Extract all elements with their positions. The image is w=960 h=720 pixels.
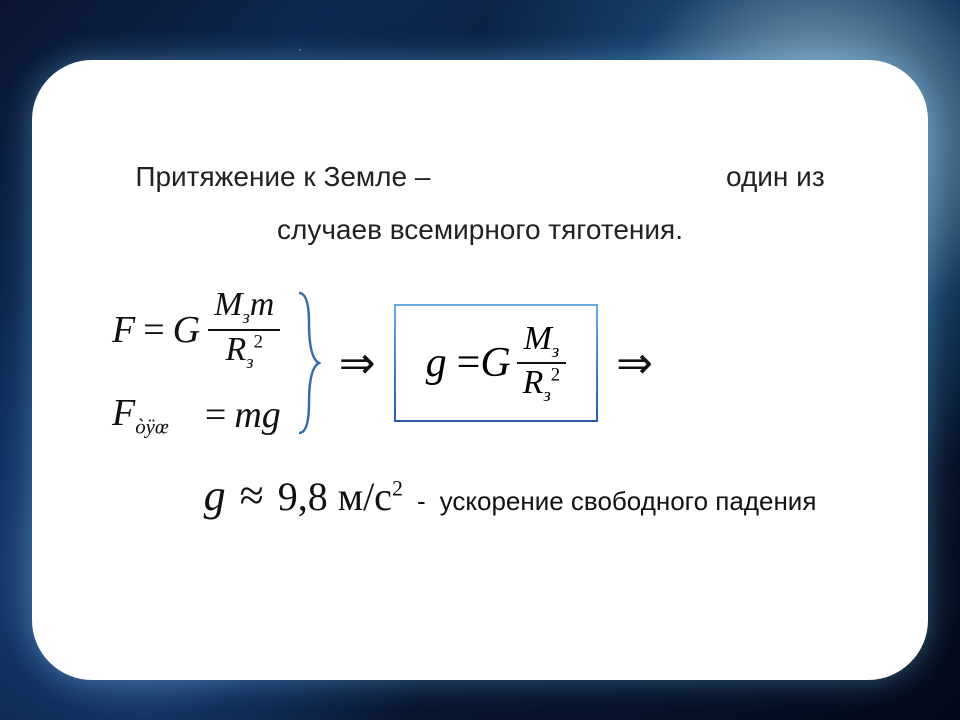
- box-num: Mз: [518, 320, 566, 362]
- eq1-M: M: [214, 286, 242, 323]
- intro-part2: один из: [726, 161, 825, 192]
- result-value: 9,8: [278, 474, 328, 519]
- eq1-R: R: [225, 331, 246, 368]
- result-label: ускорение свободного падения: [440, 486, 817, 517]
- equation-gravity: F = G Mзm Rз2: [112, 286, 281, 373]
- eq2-eq: =: [205, 393, 226, 437]
- box-Msub: з: [552, 340, 559, 361]
- eq2-F: F: [112, 392, 135, 434]
- arrow-2: ⇒: [608, 338, 661, 389]
- box-lhs: g: [426, 339, 447, 387]
- eq2-Fsub: òÿœ: [135, 415, 169, 439]
- eq1-denominator: Rз2: [219, 331, 268, 373]
- eq1-G: G: [173, 308, 200, 352]
- equation-weight: Fòÿœ = mg: [112, 391, 281, 440]
- left-equations: F = G Mзm Rз2 Fòÿœ =: [112, 286, 281, 439]
- eq1-m: m: [250, 286, 275, 323]
- intro-text: Притяжение к Земле – один из случаев все…: [82, 150, 878, 256]
- eq1-numerator: Mзm: [208, 286, 280, 328]
- boxed-equation: g = G Mз Rз2: [394, 304, 598, 423]
- result-line: g ≈ 9,8 м/с2 - ускорение свободного паде…: [142, 470, 878, 521]
- eq1-Rsub: з: [246, 352, 253, 373]
- result-approx: ≈: [240, 470, 264, 521]
- result-g: g: [204, 470, 226, 521]
- result-unit-exp: 2: [392, 475, 403, 500]
- eq1-fraction: Mзm Rз2: [208, 286, 280, 373]
- box-G: G: [480, 339, 510, 387]
- eq1-eq: =: [143, 308, 164, 352]
- formulas-row: F = G Mзm Rз2 Fòÿœ =: [112, 286, 878, 439]
- eq1-Msub: з: [242, 307, 249, 328]
- result-unit-base: м/с: [338, 474, 392, 519]
- box-den: Rз2: [517, 364, 566, 406]
- box-Rexp: 2: [551, 365, 560, 386]
- eq1-Rexp: 2: [254, 331, 263, 352]
- box-eq: =: [457, 339, 481, 387]
- box-R: R: [523, 364, 544, 401]
- intro-part1: Притяжение к Земле –: [135, 161, 430, 192]
- brace-icon: [291, 288, 321, 438]
- intro-line2: случаев всемирного тяготения.: [277, 214, 683, 245]
- result-value-unit: 9,8 м/с2: [278, 473, 403, 520]
- box-Rsub: з: [543, 385, 550, 406]
- box-M: M: [524, 320, 552, 357]
- result-dash: -: [417, 486, 426, 517]
- arrow-1: ⇒: [331, 338, 384, 389]
- eq1-lhs: F: [112, 308, 135, 352]
- eq2-lhs: Fòÿœ: [112, 391, 169, 440]
- box-fraction: Mз Rз2: [517, 320, 566, 407]
- eq2-rhs: mg: [234, 393, 280, 437]
- content-panel: Притяжение к Земле – один из случаев все…: [32, 60, 928, 680]
